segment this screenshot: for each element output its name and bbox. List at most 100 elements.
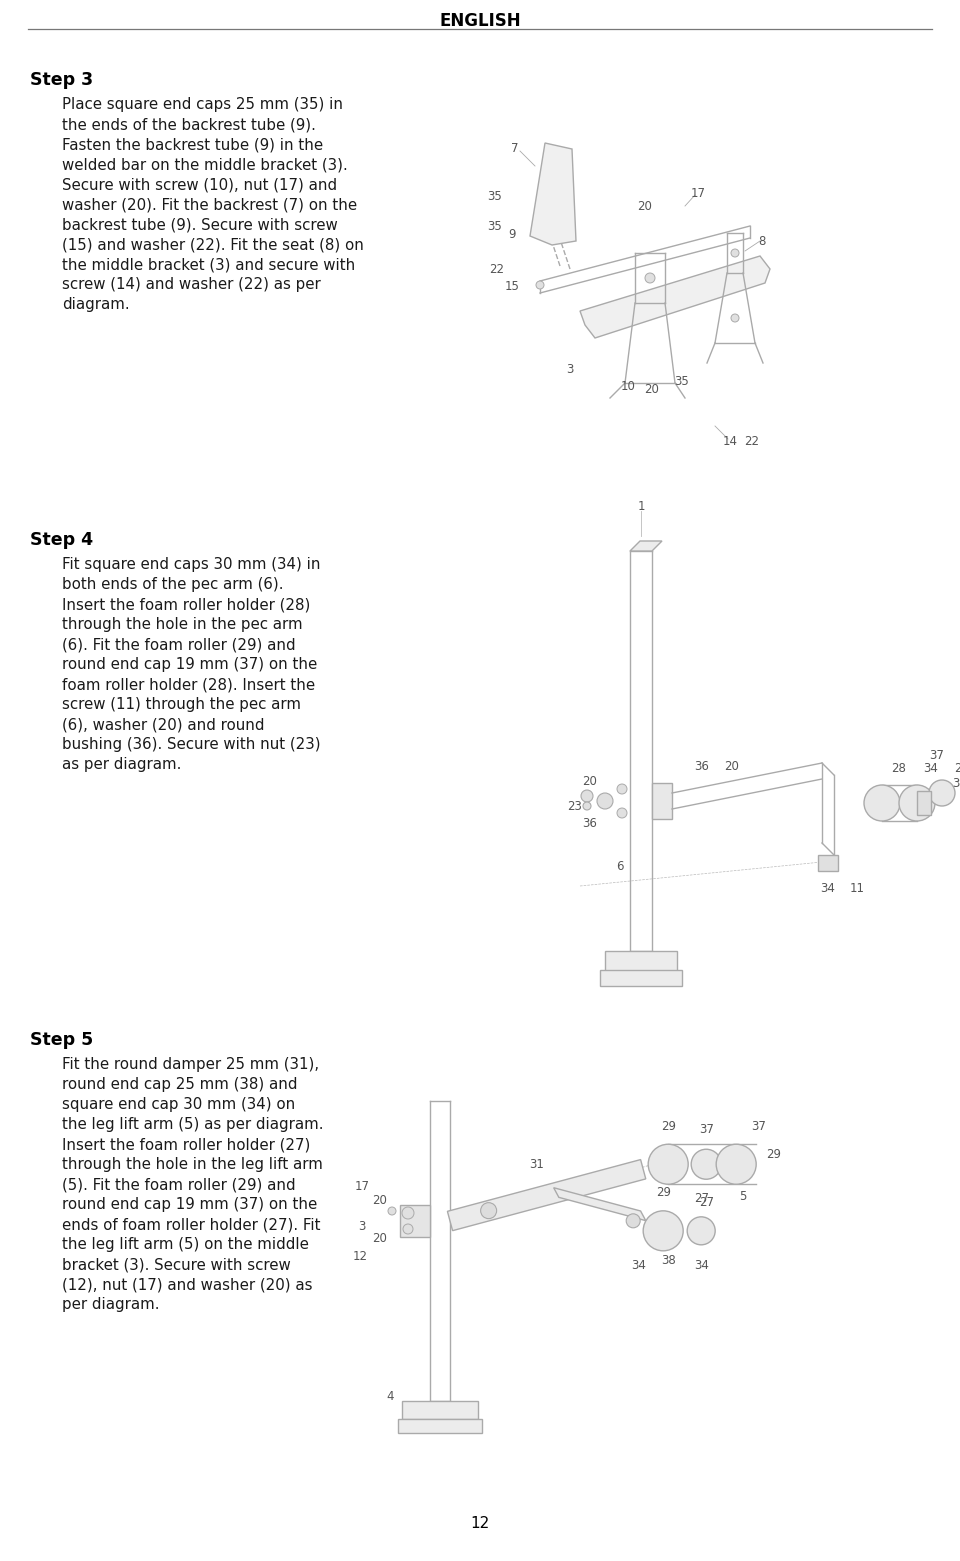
Circle shape xyxy=(402,1207,414,1219)
Text: 29: 29 xyxy=(954,762,960,774)
Text: diagram.: diagram. xyxy=(62,297,130,312)
Circle shape xyxy=(403,1224,413,1235)
Text: as per diagram.: as per diagram. xyxy=(62,757,181,773)
Text: 20: 20 xyxy=(644,382,660,395)
Text: round end cap 19 mm (37) on the: round end cap 19 mm (37) on the xyxy=(62,657,317,671)
Text: Fit the round damper 25 mm (31),: Fit the round damper 25 mm (31), xyxy=(62,1057,319,1072)
Bar xyxy=(917,791,931,815)
Text: per diagram.: per diagram. xyxy=(62,1297,159,1311)
Text: 11: 11 xyxy=(850,882,865,894)
Text: round end cap 19 mm (37) on the: round end cap 19 mm (37) on the xyxy=(62,1197,317,1211)
Text: Place square end caps 25 mm (35) in: Place square end caps 25 mm (35) in xyxy=(62,97,343,112)
Text: (6). Fit the foam roller (29) and: (6). Fit the foam roller (29) and xyxy=(62,637,296,652)
Text: 37: 37 xyxy=(751,1119,766,1133)
Text: 5: 5 xyxy=(739,1189,747,1202)
Text: screw (14) and washer (22) as per: screw (14) and washer (22) as per xyxy=(62,276,321,292)
Text: Fit square end caps 30 mm (34) in: Fit square end caps 30 mm (34) in xyxy=(62,557,321,571)
Text: 27: 27 xyxy=(699,1196,713,1208)
Text: Step 5: Step 5 xyxy=(30,1030,93,1049)
Circle shape xyxy=(716,1144,756,1185)
Text: 9: 9 xyxy=(508,228,516,240)
Bar xyxy=(400,1205,430,1236)
Circle shape xyxy=(645,273,655,283)
Bar xyxy=(600,969,682,987)
Text: 7: 7 xyxy=(512,142,518,155)
Text: 35: 35 xyxy=(488,220,502,233)
Text: 22: 22 xyxy=(490,262,505,275)
Text: 10: 10 xyxy=(620,379,636,392)
Text: 29: 29 xyxy=(656,1186,671,1199)
Text: Insert the foam roller holder (28): Insert the foam roller holder (28) xyxy=(62,596,310,612)
Circle shape xyxy=(929,780,955,805)
Text: 35: 35 xyxy=(488,189,502,203)
Text: 20: 20 xyxy=(725,760,739,773)
Text: through the hole in the leg lift arm: through the hole in the leg lift arm xyxy=(62,1157,323,1172)
Circle shape xyxy=(864,785,900,821)
Text: 29: 29 xyxy=(660,1119,676,1133)
Circle shape xyxy=(597,793,613,809)
Text: the ends of the backrest tube (9).: the ends of the backrest tube (9). xyxy=(62,117,316,133)
Text: 8: 8 xyxy=(758,234,766,248)
Text: ENGLISH: ENGLISH xyxy=(439,12,521,30)
Circle shape xyxy=(536,281,544,289)
Text: 1: 1 xyxy=(637,500,645,512)
Bar xyxy=(652,784,672,820)
Text: bracket (3). Secure with screw: bracket (3). Secure with screw xyxy=(62,1257,291,1272)
Text: 12: 12 xyxy=(470,1516,490,1531)
Text: bushing (36). Secure with nut (23): bushing (36). Secure with nut (23) xyxy=(62,737,321,752)
Text: both ends of the pec arm (6).: both ends of the pec arm (6). xyxy=(62,578,283,592)
Text: 34: 34 xyxy=(631,1260,646,1272)
Text: 20: 20 xyxy=(583,774,597,787)
Text: 38: 38 xyxy=(952,776,960,790)
Text: 38: 38 xyxy=(660,1255,676,1268)
Text: 36: 36 xyxy=(695,760,709,773)
Text: 23: 23 xyxy=(567,799,583,812)
Text: screw (11) through the pec arm: screw (11) through the pec arm xyxy=(62,698,301,712)
Text: Fasten the backrest tube (9) in the: Fasten the backrest tube (9) in the xyxy=(62,137,324,151)
Circle shape xyxy=(691,1149,721,1179)
Text: 29: 29 xyxy=(766,1147,780,1161)
Text: Step 4: Step 4 xyxy=(30,531,93,549)
Text: 3: 3 xyxy=(566,362,574,376)
Text: 34: 34 xyxy=(694,1260,708,1272)
Text: (6), washer (20) and round: (6), washer (20) and round xyxy=(62,716,265,732)
Text: 36: 36 xyxy=(583,816,597,829)
Circle shape xyxy=(731,250,739,258)
Circle shape xyxy=(583,802,591,810)
Text: 17: 17 xyxy=(354,1180,370,1193)
Polygon shape xyxy=(580,256,770,339)
Circle shape xyxy=(648,1144,688,1185)
Polygon shape xyxy=(554,1188,646,1221)
Bar xyxy=(605,951,677,971)
Text: 28: 28 xyxy=(892,762,906,774)
Text: 15: 15 xyxy=(505,279,519,292)
Text: 37: 37 xyxy=(699,1122,713,1136)
Text: 35: 35 xyxy=(675,375,689,387)
Text: square end cap 30 mm (34) on: square end cap 30 mm (34) on xyxy=(62,1097,296,1111)
Circle shape xyxy=(687,1218,715,1244)
Text: through the hole in the pec arm: through the hole in the pec arm xyxy=(62,617,302,632)
Text: 22: 22 xyxy=(745,434,759,448)
Circle shape xyxy=(626,1214,640,1229)
Circle shape xyxy=(388,1207,396,1214)
Text: welded bar on the middle bracket (3).: welded bar on the middle bracket (3). xyxy=(62,158,348,172)
Text: (5). Fit the foam roller (29) and: (5). Fit the foam roller (29) and xyxy=(62,1177,296,1193)
Circle shape xyxy=(581,790,593,802)
Text: (15) and washer (22). Fit the seat (8) on: (15) and washer (22). Fit the seat (8) o… xyxy=(62,237,364,251)
Text: 12: 12 xyxy=(352,1249,368,1263)
Text: 20: 20 xyxy=(372,1194,388,1208)
Text: 14: 14 xyxy=(723,434,737,448)
Text: 20: 20 xyxy=(637,200,653,212)
Bar xyxy=(402,1402,478,1419)
Polygon shape xyxy=(530,144,576,245)
Text: ends of foam roller holder (27). Fit: ends of foam roller holder (27). Fit xyxy=(62,1218,321,1232)
Bar xyxy=(818,855,838,871)
Text: 34: 34 xyxy=(821,882,835,894)
Text: the leg lift arm (5) as per diagram.: the leg lift arm (5) as per diagram. xyxy=(62,1118,324,1132)
Text: round end cap 25 mm (38) and: round end cap 25 mm (38) and xyxy=(62,1077,298,1093)
Circle shape xyxy=(481,1202,496,1219)
Text: 31: 31 xyxy=(529,1158,543,1171)
Circle shape xyxy=(731,314,739,322)
Text: 20: 20 xyxy=(372,1233,388,1246)
Text: washer (20). Fit the backrest (7) on the: washer (20). Fit the backrest (7) on the xyxy=(62,197,357,212)
